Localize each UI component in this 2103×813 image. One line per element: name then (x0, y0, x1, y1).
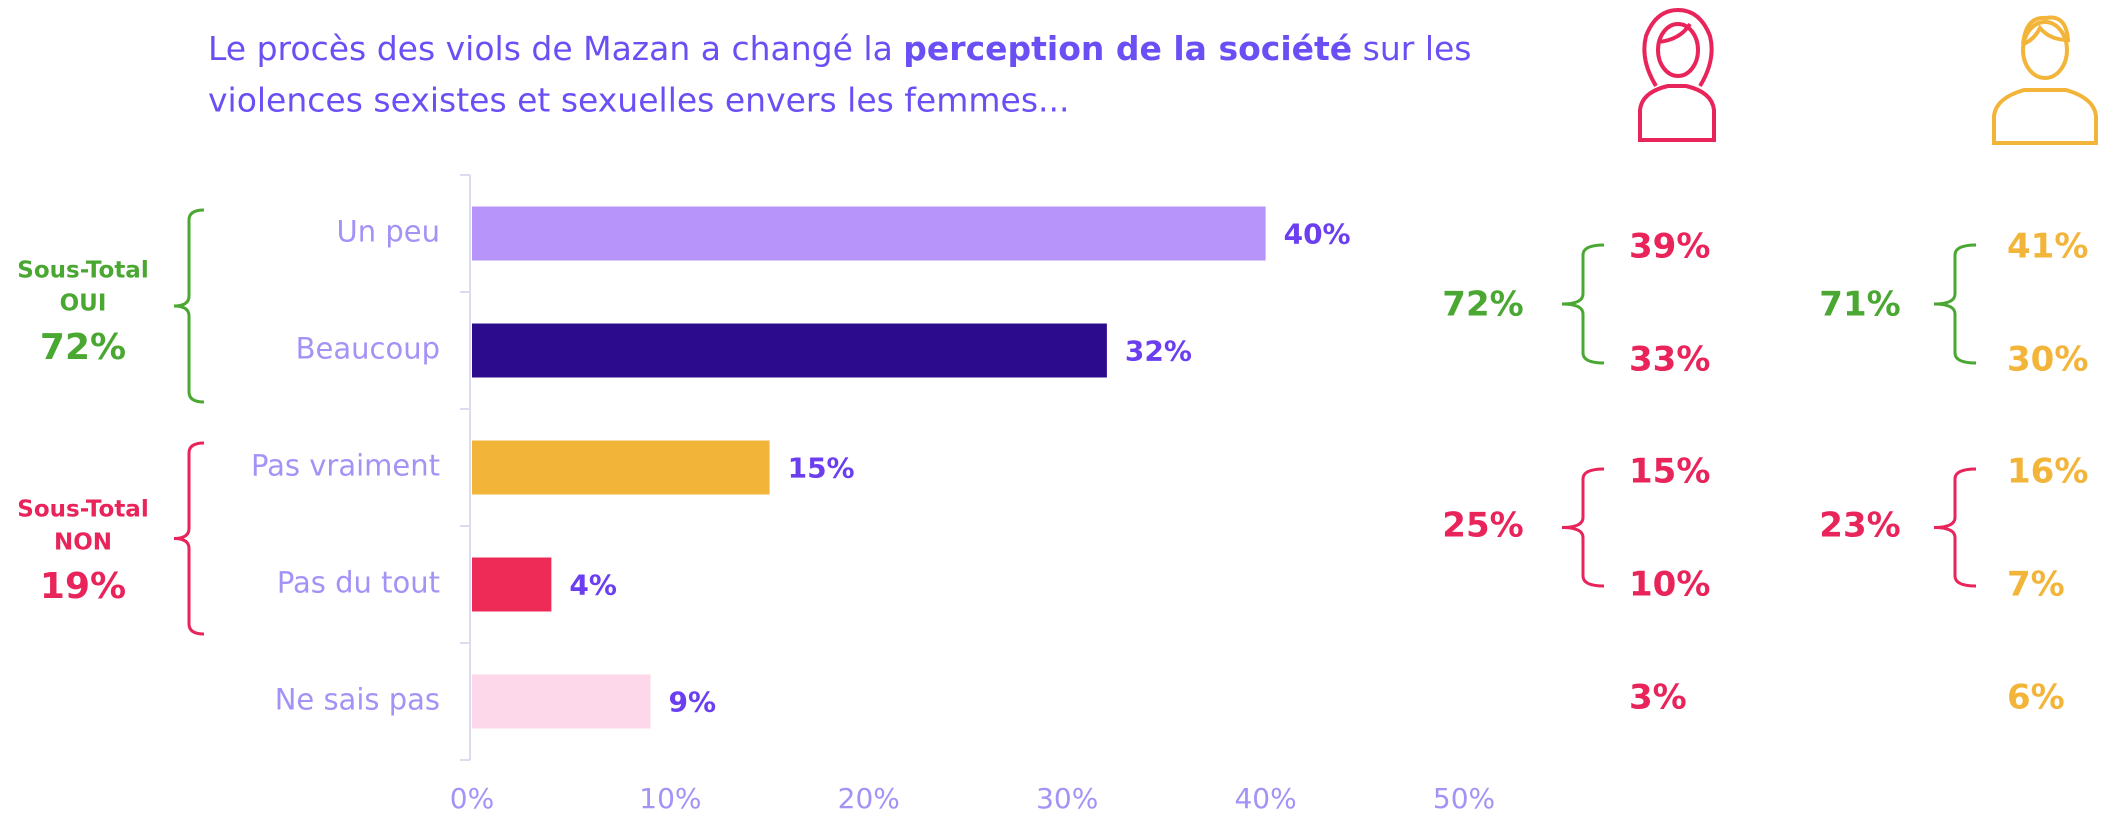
breakdown-value: 41% (2007, 227, 2088, 267)
subtotal-label: Sous-Total (17, 497, 148, 523)
bar (472, 206, 1266, 261)
breakdown-value: 33% (1629, 340, 1710, 380)
x-tick-label: 40% (1234, 782, 1296, 813)
subtotal-label: Sous-Total (17, 258, 148, 284)
breakdown-value: 30% (2007, 340, 2088, 380)
breakdown-bracket (1561, 467, 1605, 588)
bar (472, 323, 1107, 378)
bar (472, 557, 552, 612)
subtotal-label: OUI (60, 291, 107, 317)
chart-title: violences sexistes et sexuelles envers l… (208, 81, 1069, 120)
bar (472, 440, 770, 495)
title-part: sur les (1352, 29, 1471, 68)
man-icon (1992, 15, 2098, 145)
subtotal-value: 72% (40, 327, 126, 368)
breakdown-bracket (1933, 243, 1977, 365)
category-label: Pas du tout (277, 566, 440, 600)
title-part: perception de la société (903, 29, 1352, 68)
x-tick-label: 30% (1036, 782, 1098, 813)
subtotal-bracket (173, 208, 205, 404)
breakdown-value: 7% (2007, 565, 2065, 605)
x-tick-label: 50% (1433, 782, 1495, 813)
breakdown-bracket (1933, 467, 1977, 588)
x-tick-label: 10% (639, 782, 701, 813)
value-label: 15% (788, 452, 855, 485)
breakdown-value: 6% (2007, 678, 2065, 718)
subtotal-value: 19% (40, 566, 126, 607)
breakdown-subtotal: 71% (1819, 285, 1900, 325)
chart-title: Le procès des viols de Mazan a changé la… (208, 29, 1472, 68)
x-tick-label: 0% (450, 782, 494, 813)
breakdown-value: 10% (1629, 565, 1710, 605)
breakdown-subtotal: 23% (1819, 506, 1900, 546)
subtotal-bracket (173, 441, 205, 636)
category-label: Un peu (337, 215, 440, 249)
breakdown-subtotal: 72% (1442, 285, 1523, 325)
breakdown-value: 15% (1629, 452, 1710, 492)
breakdown-bracket (1561, 243, 1605, 365)
breakdown-value: 16% (2007, 452, 2088, 492)
subtotal-label: NON (54, 530, 112, 556)
category-label: Ne sais pas (275, 683, 440, 717)
value-label: 4% (569, 569, 617, 602)
value-label: 32% (1125, 335, 1192, 368)
breakdown-value: 3% (1629, 678, 1687, 718)
value-label: 9% (669, 686, 717, 719)
category-label: Pas vraiment (251, 449, 440, 483)
title-part: Le procès des viols de Mazan a changé la (208, 29, 903, 68)
bar (472, 674, 651, 729)
category-label: Beaucoup (296, 332, 440, 366)
woman-icon (1638, 7, 1716, 142)
x-tick-label: 20% (838, 782, 900, 813)
value-label: 40% (1284, 218, 1351, 251)
breakdown-subtotal: 25% (1442, 506, 1523, 546)
breakdown-value: 39% (1629, 227, 1710, 267)
